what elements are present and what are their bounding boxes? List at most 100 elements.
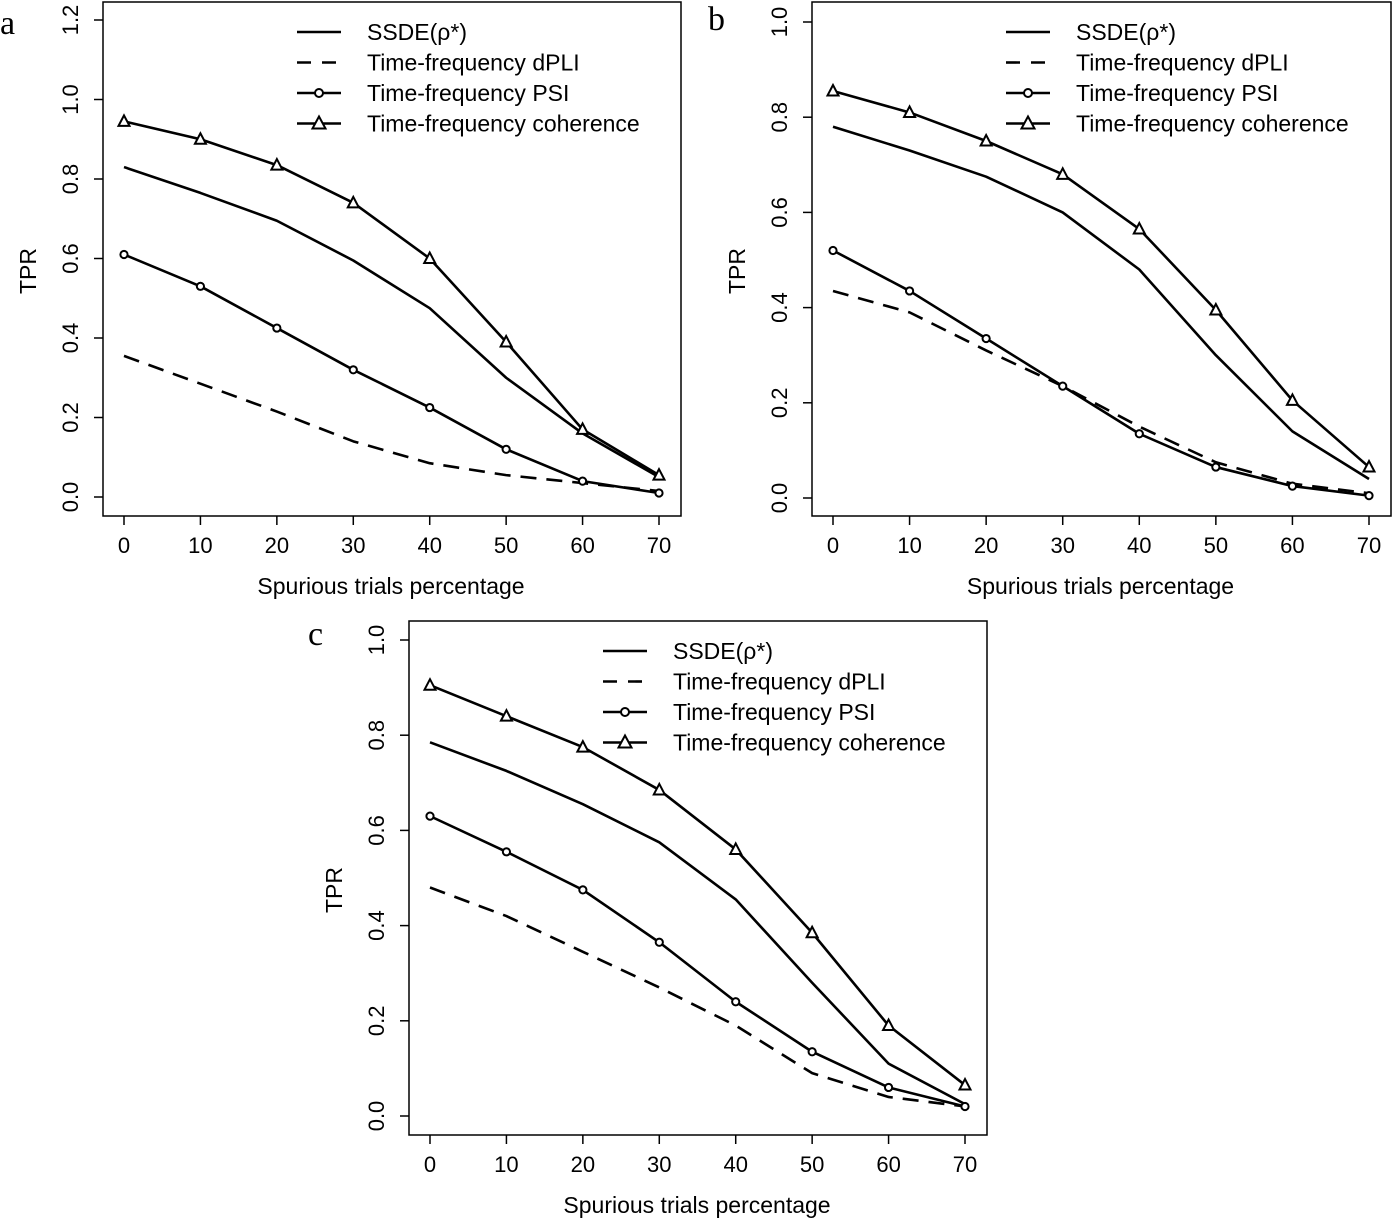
panel-letter: a: [0, 5, 15, 42]
x-tick-label: 50: [1204, 533, 1228, 558]
data-point-circle: [119, 249, 129, 260]
data-point-triangle: [1132, 220, 1147, 235]
y-tick-label: 0.0: [364, 1101, 389, 1132]
panel-letter: b: [708, 1, 725, 38]
data-point-circle: [1134, 429, 1144, 439]
data-point-triangle: [1285, 392, 1300, 406]
data-point-triangle: [1361, 458, 1377, 473]
x-tick-label: 20: [974, 533, 998, 558]
y-tick-label: 0.6: [767, 197, 792, 228]
data-point-circle: [425, 811, 435, 821]
x-tick-label: 40: [1127, 533, 1151, 558]
legend-label: Time-frequency coherence: [1076, 111, 1349, 137]
data-point-triangle: [116, 113, 132, 127]
x-tick-label: 40: [723, 1152, 747, 1177]
legend-swatch-triangle: [310, 114, 328, 130]
data-point-circle: [807, 1047, 817, 1057]
data-point-triangle: [193, 131, 208, 145]
data-point-circle: [904, 286, 915, 296]
y-tick-label: 1.2: [58, 5, 83, 36]
data-point-circle: [654, 488, 664, 498]
legend-label: SSDE(ρ*): [1076, 19, 1176, 45]
x-tick-label: 70: [647, 533, 671, 558]
series-line: [123, 165, 660, 479]
data-point-triangle: [804, 924, 820, 939]
x-tick-label: 60: [876, 1152, 900, 1177]
data-point-triangle: [881, 1017, 896, 1032]
series-2: [119, 249, 664, 498]
data-point-triangle: [575, 421, 590, 435]
data-point-circle: [501, 847, 512, 857]
data-point-circle: [272, 323, 282, 333]
y-tick-label: 0.0: [767, 483, 792, 514]
series-line: [429, 684, 966, 1087]
data-point-triangle: [422, 250, 437, 264]
data-point-circle: [1287, 481, 1298, 491]
y-axis-title: TPR: [724, 248, 750, 294]
x-tick-label: 60: [1280, 533, 1304, 558]
data-point-circle: [1364, 491, 1374, 501]
series-line: [123, 253, 660, 495]
data-point-circle: [348, 365, 358, 375]
x-tick-label: 30: [341, 533, 365, 558]
data-point-triangle: [575, 738, 591, 753]
x-tick-label: 30: [647, 1152, 671, 1177]
series-3: [825, 82, 1377, 473]
legend: SSDE(ρ*) Time-frequency dPLI Time-frequenc…: [603, 638, 946, 756]
chart-panel-a: a 0 10 20 30 40 50 60 70 Spurious trials percenta…: [0, 1, 682, 599]
legend-label: SSDE(ρ*): [673, 638, 773, 664]
data-point-triangle: [1208, 301, 1224, 316]
x-tick-label: 0: [118, 533, 130, 558]
y-tick-label: 0.2: [364, 1006, 389, 1037]
y-tick-label: 0.2: [58, 402, 83, 433]
y-tick-label: 0.8: [58, 164, 83, 195]
legend: SSDE(ρ*) Time-frequency dPLI Time-frequenc…: [297, 19, 640, 137]
data-point-circle: [981, 333, 991, 344]
series-line: [429, 886, 966, 1108]
series-3: [116, 113, 667, 481]
data-point-circle: [425, 402, 435, 413]
series-0: [429, 741, 966, 1106]
legend-label: Time-frequency dPLI: [367, 50, 580, 76]
series-line: [429, 741, 966, 1106]
series-1: [429, 886, 966, 1108]
series-0: [832, 125, 1370, 481]
legend-label: Time-frequency PSI: [673, 699, 875, 725]
x-tick-label: 10: [897, 533, 921, 558]
series-3: [422, 677, 973, 1091]
y-tick-label: 0.4: [767, 292, 792, 323]
y-axis-title: TPR: [15, 248, 41, 294]
series-1: [832, 289, 1370, 495]
x-tick-label: 70: [953, 1152, 977, 1177]
legend-swatch-circle: [620, 707, 630, 717]
data-point-circle: [1211, 462, 1221, 472]
x-tick-label: 0: [827, 533, 839, 558]
series-line: [832, 289, 1370, 495]
legend-label: Time-frequency coherence: [367, 111, 640, 137]
legend-label: Time-frequency PSI: [1076, 80, 1278, 106]
data-point-triangle: [346, 194, 361, 209]
x-tick-label: 60: [570, 533, 594, 558]
legend-swatch-circle: [314, 88, 324, 98]
legend-swatch-circle: [1023, 88, 1033, 98]
y-tick-label: 0.2: [767, 388, 792, 419]
data-point-triangle: [422, 677, 438, 691]
plot-frame: [408, 620, 988, 1136]
y-axis-title: TPR: [321, 867, 347, 913]
data-point-circle: [654, 937, 664, 947]
series-line: [832, 125, 1370, 481]
x-axis-title: Spurious trials percentage: [563, 1192, 830, 1218]
y-tick-label: 1.0: [767, 7, 792, 38]
data-point-triangle: [651, 466, 667, 481]
data-point-triangle: [728, 841, 743, 855]
series-0: [123, 165, 660, 479]
x-tick-label: 20: [571, 1152, 595, 1177]
plot-frame: [811, 1, 1392, 517]
x-tick-label: 70: [1357, 533, 1381, 558]
legend-swatch-triangle: [616, 733, 634, 749]
data-point-triangle: [978, 132, 994, 147]
y-tick-label: 0.4: [364, 910, 389, 941]
x-tick-label: 40: [417, 533, 441, 558]
series-line: [429, 814, 966, 1108]
